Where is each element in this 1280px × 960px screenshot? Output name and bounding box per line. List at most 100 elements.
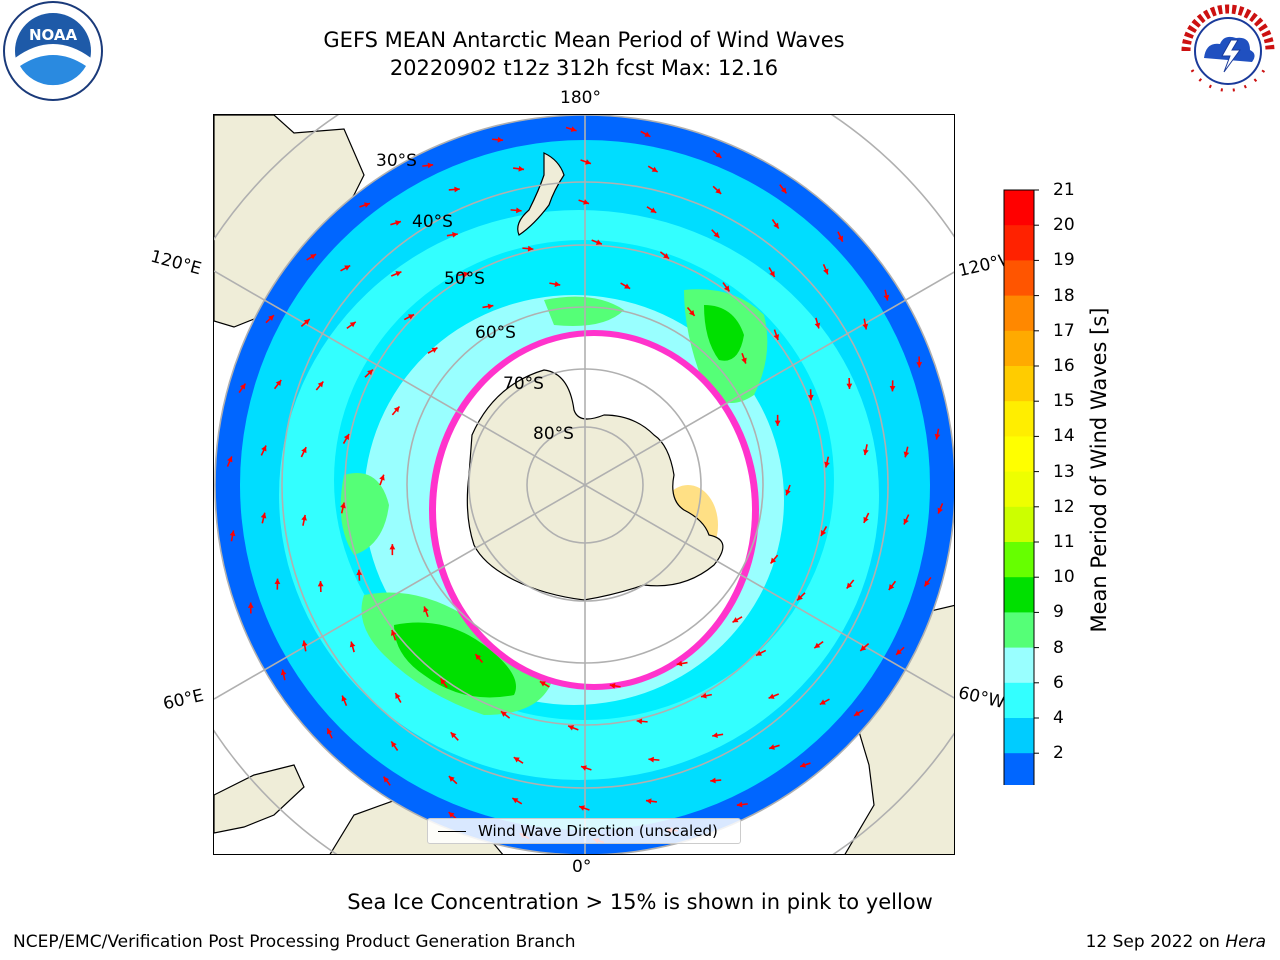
wind-wave-arrowhead — [883, 294, 890, 301]
wind-wave-arrowhead — [379, 474, 385, 481]
wind-wave-arrowhead — [340, 502, 346, 509]
legend-label: Wind Wave Direction (unscaled) — [478, 822, 718, 840]
wind-wave-arrowhead — [800, 762, 806, 768]
wind-wave-arrowhead — [341, 695, 347, 702]
colorbar-tick-label: 2 — [1053, 743, 1064, 764]
wind-wave-arrowhead — [595, 239, 602, 245]
colorbar-tick-label: 19 — [1053, 250, 1075, 271]
wind-wave-arrowhead — [651, 166, 658, 172]
antarctica-landmass — [466, 369, 724, 601]
colorbar-tick-label: 18 — [1053, 285, 1075, 306]
wind-wave-arrowhead — [807, 394, 814, 401]
colorbar-segment — [1004, 506, 1034, 543]
wind-wave-arrowhead — [824, 461, 830, 468]
wind-wave-arrowhead — [554, 281, 561, 287]
wind-wave-arrowhead — [916, 362, 923, 368]
wind-wave-arrowhead — [797, 594, 803, 601]
wind-wave-arrowhead — [676, 660, 683, 667]
colorbar-segment — [1004, 647, 1034, 684]
lon-label-0: 0° — [572, 857, 592, 877]
wind-wave-arrowhead — [512, 798, 519, 804]
wind-wave-arrowhead — [715, 188, 722, 194]
wind-wave-arrowhead — [579, 805, 585, 811]
wind-wave-arrowhead — [860, 645, 867, 651]
colorbar-outline — [1003, 189, 1035, 785]
wind-wave-arrowhead — [846, 582, 853, 589]
wind-wave-arrowhead — [395, 220, 401, 226]
wind-wave-arrowhead — [513, 757, 520, 763]
footer-host: Hera — [1225, 932, 1266, 952]
wind-wave-arrowhead — [227, 456, 233, 463]
wind-wave-arrowhead — [768, 693, 775, 699]
wind-wave-arrowhead — [568, 725, 575, 731]
wind-wave-arrowhead — [393, 406, 400, 413]
map-subtitle: 20220902 t12z 312h fcst Max: 12.16 — [389, 56, 779, 80]
wind-wave-arrowhead — [423, 606, 429, 613]
colorbar-label: Mean Period of Wind Waves [s] — [1087, 307, 1111, 633]
new-zealand — [517, 152, 565, 236]
map-legend: Wind Wave Direction (unscaled) — [427, 818, 741, 844]
wind-wave-arrowhead — [247, 602, 254, 608]
wind-wave-arrowhead — [814, 642, 821, 649]
wind-wave-arrowhead — [773, 222, 779, 229]
wind-wave-arrowhead — [516, 207, 522, 214]
wind-wave-arrowhead — [452, 231, 458, 238]
wind-wave-arrowhead — [862, 323, 869, 330]
wind-wave-arrowhead — [303, 319, 310, 325]
footer-date: 12 Sep 2022 on Hera — [1086, 932, 1266, 952]
wind-wave-arrowhead — [539, 681, 546, 687]
wind-wave-arrowhead — [317, 581, 324, 587]
wind-wave-arrowhead — [934, 433, 941, 440]
wind-wave-arrowhead — [240, 383, 246, 390]
wind-wave-arrowhead — [229, 530, 236, 537]
wind-wave-arrowhead — [688, 310, 695, 316]
colorbar-segment — [1004, 330, 1034, 367]
wind-wave-arrowhead — [896, 649, 902, 655]
footer-date-text: 12 Sep 2022 on — [1085, 932, 1226, 952]
wind-wave-arrowhead — [769, 271, 775, 278]
wind-wave-arrowhead — [780, 187, 787, 194]
wind-wave-arrowhead — [487, 303, 494, 310]
wind-wave-arrowhead — [648, 756, 654, 763]
wind-wave-arrowhead — [518, 165, 525, 172]
lon-label-180: 180° — [560, 88, 601, 108]
colorbar-segment — [1004, 401, 1034, 437]
wind-wave-arrowhead — [391, 741, 397, 748]
wind-wave-arrowhead — [889, 386, 896, 392]
wind-wave-arrowhead — [310, 254, 317, 260]
wind-wave-arrowhead — [863, 516, 869, 523]
lat-label-30s: 30°S — [376, 151, 417, 171]
wind-wave-arrowhead — [770, 557, 777, 564]
wind-wave-arrowhead — [644, 131, 651, 137]
wind-wave-arrowhead — [821, 529, 827, 536]
wind-wave-arrowhead — [500, 711, 507, 717]
wind-wave-arrowhead — [261, 445, 267, 452]
wind-wave-arrowhead — [427, 162, 434, 169]
wind-wave-arrowhead — [580, 765, 587, 771]
wind-wave-arrowhead — [431, 347, 438, 353]
wind-wave-arrowhead — [408, 314, 415, 320]
wind-wave-arrowhead — [903, 451, 910, 458]
colorbar-segment — [1004, 260, 1034, 297]
wind-wave-arrowhead — [280, 669, 287, 676]
colorbar-tick-label: 9 — [1053, 602, 1064, 623]
legend-line-sample — [438, 831, 466, 832]
wind-wave-arrowhead — [903, 518, 909, 525]
wind-wave-arrowhead — [701, 692, 707, 699]
wind-wave-arrowhead — [268, 315, 274, 321]
wind-wave-arrowhead — [650, 207, 657, 213]
colorbar-tick-label: 6 — [1053, 672, 1064, 693]
wind-wave-arrowhead — [785, 489, 791, 496]
wind-wave-arrowhead — [736, 801, 743, 808]
wind-wave-arrowhead — [275, 380, 282, 386]
lat-label-50s: 50°S — [444, 269, 485, 289]
wind-wave-arrowhead — [769, 744, 775, 750]
wind-wave-arrowhead — [301, 640, 308, 647]
wind-wave-arrowhead — [454, 186, 460, 193]
wind-wave-arrowhead — [713, 231, 720, 238]
wind-wave-arrowhead — [755, 650, 762, 656]
map-area — [213, 114, 955, 855]
wind-wave-arrowhead — [863, 449, 869, 456]
wind-wave-arrowhead — [440, 678, 446, 685]
wind-wave-arrowhead — [663, 253, 670, 259]
